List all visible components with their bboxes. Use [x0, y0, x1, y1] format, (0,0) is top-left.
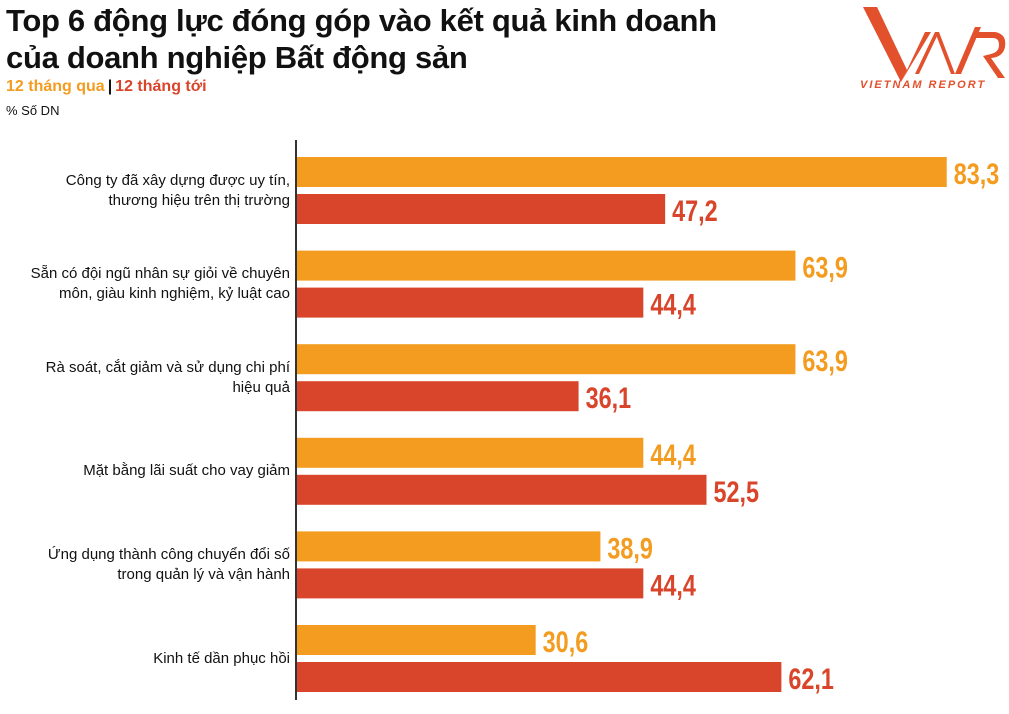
legend-next: 12 tháng tới	[115, 78, 207, 95]
bar-past-4	[297, 531, 601, 562]
category-label-line: Sẵn có đội ngũ nhân sự giỏi về chuyên	[30, 265, 290, 283]
category-label-line: Kinh tế dần phục hồi	[153, 649, 290, 667]
value-label: 83,3	[954, 157, 1000, 190]
category-label-line: môn, giàu kinh nghiệm, kỷ luật cao	[59, 285, 290, 303]
bar-next-2	[297, 381, 579, 412]
title-line-2: của doanh nghiệp Bất động sản	[6, 40, 468, 75]
chart-title: Top 6 động lực đóng góp vào kết quả kinh…	[6, 2, 717, 76]
bar-past-0	[297, 157, 947, 187]
category-label-line: Mặt bằng lãi suất cho vay giảm	[83, 462, 290, 480]
legend-past: 12 tháng qua	[6, 78, 105, 95]
category-label: Sẵn có đội ngũ nhân sự giỏi về chuyên môn…	[10, 264, 290, 304]
legend: 12 tháng qua | 12 tháng tới	[6, 78, 207, 96]
category-label-line: Công ty đã xây dựng được uy tín,	[65, 171, 290, 189]
category-label: Công ty đã xây dựng được uy tín, thương h…	[10, 171, 290, 211]
vnr-logo	[863, 7, 1006, 82]
bar-next-3	[297, 474, 707, 505]
bar-past-2	[297, 344, 796, 375]
value-label: 44,4	[650, 438, 696, 471]
bar-past-3	[297, 437, 644, 468]
value-label: 63,9	[802, 344, 848, 377]
value-label: 30,6	[543, 625, 589, 658]
value-label: 36,1	[586, 381, 632, 414]
category-label-line: thương hiệu trên thị trường	[108, 191, 290, 209]
bar-next-0	[297, 194, 666, 224]
category-label-line: Ứng dụng thành công chuyển đổi số	[47, 545, 290, 563]
category-label: Kinh tế dần phục hồi	[10, 649, 290, 669]
value-label: 63,9	[802, 251, 848, 284]
bar-next-1	[297, 287, 644, 318]
unit-label: % Số DN	[6, 103, 60, 118]
category-label-line: trong quản lý và vận hành	[117, 565, 290, 583]
bar-next-5	[297, 662, 782, 692]
bar-past-1	[297, 250, 796, 281]
category-label-line: Rà soát, cắt giảm và sử dụng chi phí	[45, 358, 290, 376]
legend-separator: |	[107, 78, 113, 95]
value-label: 47,2	[672, 194, 718, 227]
category-label: Mặt bằng lãi suất cho vay giảm	[10, 461, 290, 481]
value-label: 38,9	[607, 532, 653, 565]
bar-past-5	[297, 625, 536, 655]
value-label: 44,4	[650, 288, 696, 321]
value-label: 52,5	[714, 475, 760, 508]
category-label: Ứng dụng thành công chuyển đổi số trong q…	[10, 545, 290, 585]
value-label: 44,4	[650, 569, 696, 602]
bar-next-4	[297, 568, 644, 599]
category-label-line: hiệu quả	[232, 378, 290, 396]
title-line-1: Top 6 động lực đóng góp vào kết quả kinh…	[6, 3, 717, 38]
category-label: Rà soát, cắt giảm và sử dụng chi phí hiệu…	[10, 358, 290, 398]
logo-text: VIETNAM REPORT	[860, 79, 987, 91]
value-label: 62,1	[788, 662, 834, 695]
